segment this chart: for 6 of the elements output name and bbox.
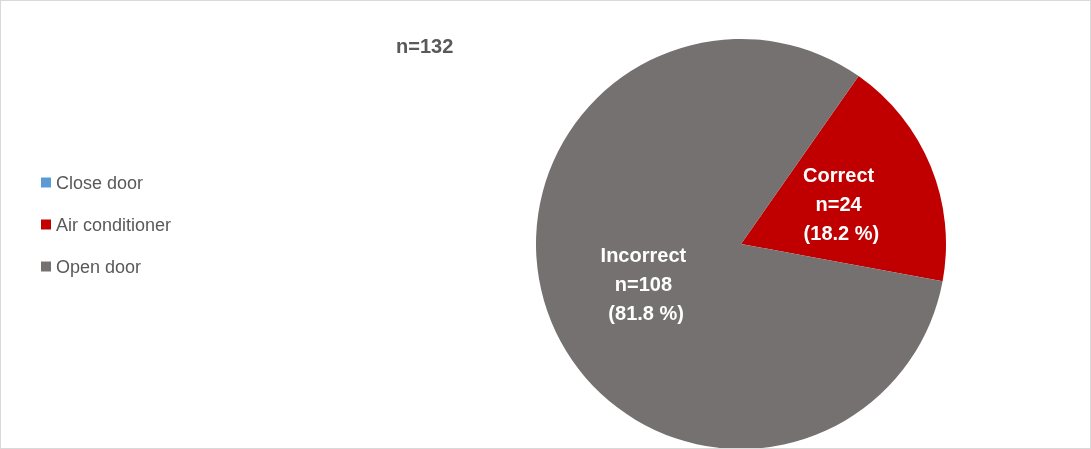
chart-title: n=132: [396, 35, 454, 57]
data-label: Incorrect n=108 (81.8 %): [600, 243, 687, 324]
legend-label: Open door: [56, 256, 142, 277]
legend-label: Air conditioner: [56, 214, 172, 235]
data-label: Correct n=24 (18.2 %): [798, 164, 880, 245]
legend-label: Close door: [56, 172, 144, 193]
